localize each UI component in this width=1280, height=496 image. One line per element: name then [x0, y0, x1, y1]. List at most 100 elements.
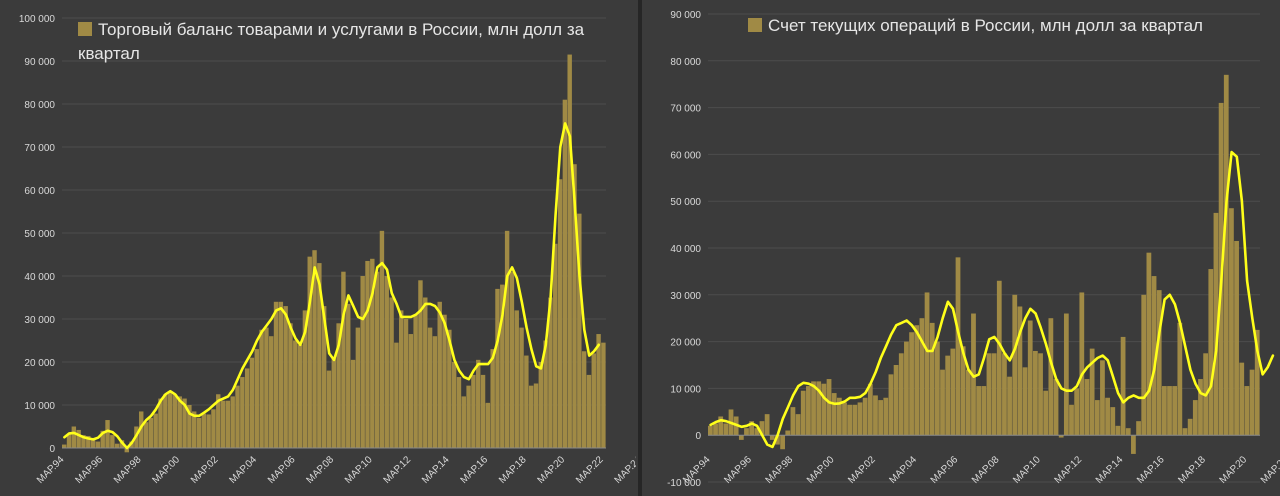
bar	[744, 428, 749, 436]
bar	[1141, 294, 1147, 436]
bar	[283, 306, 288, 448]
bar	[893, 365, 899, 436]
x-tick-label: МАР.20	[1218, 454, 1250, 486]
y-tick-label: 20 000	[670, 338, 701, 349]
bar	[374, 271, 380, 448]
y-tick-label: 10 000	[24, 401, 55, 412]
bar	[1002, 353, 1007, 436]
bar	[495, 288, 500, 448]
bar	[350, 359, 356, 448]
chart-panel-current-account: -10 000 0 10 000 20 000 30 000 40 000 50 000 60…	[644, 0, 1280, 496]
bar	[456, 377, 462, 448]
bar	[1125, 428, 1131, 436]
y-tick-label: 70 000	[670, 104, 701, 115]
bar	[206, 414, 211, 448]
bar	[1084, 379, 1090, 436]
bar	[991, 353, 997, 436]
bar	[471, 374, 476, 448]
bar	[114, 443, 120, 448]
bar	[1017, 306, 1023, 436]
bar	[437, 301, 442, 448]
bar	[1012, 294, 1018, 436]
bar	[317, 263, 322, 448]
bar	[143, 422, 149, 448]
bar	[581, 351, 587, 448]
bar	[408, 334, 414, 448]
bar	[1131, 435, 1136, 454]
bar	[1198, 379, 1203, 436]
bar	[476, 359, 481, 448]
legend-current-account: Счет текущих операций в России, млн долл…	[748, 14, 1268, 38]
x-tick-label: МАР.12	[382, 454, 414, 486]
bar	[1151, 276, 1157, 436]
bar	[567, 54, 572, 449]
y-tick-label: 0	[49, 444, 55, 455]
x-tick-label: МАР.06	[929, 454, 961, 486]
bar	[806, 386, 811, 436]
bar	[713, 423, 718, 436]
legend-label: Торговый баланс товарами и услугами в Ро…	[78, 20, 585, 63]
bar	[1182, 428, 1188, 436]
legend-swatch	[748, 18, 762, 32]
bar	[379, 230, 385, 448]
bar	[1074, 388, 1080, 436]
bar	[182, 398, 187, 448]
bar	[800, 390, 806, 436]
x-tick-label: МАР.18	[497, 454, 529, 486]
bar	[816, 381, 822, 436]
x-tick-label: МАР.04	[227, 454, 259, 486]
x-tick-label: МАР.10	[1011, 454, 1043, 486]
bar	[538, 362, 544, 448]
bar	[1161, 386, 1167, 436]
y-tick-label: 40 000	[24, 272, 55, 283]
bar	[955, 257, 961, 436]
panel-divider	[638, 0, 642, 496]
y-tick-label: 30 000	[24, 315, 55, 326]
bar	[867, 383, 873, 436]
bar	[888, 374, 894, 436]
bar	[577, 213, 582, 448]
chart-panel-trade-balance: 0 10 000 20 000 30 000 40 000 50 000 60 000 70 …	[0, 0, 636, 496]
bar	[191, 411, 197, 448]
bar	[976, 386, 982, 436]
bar	[524, 355, 529, 448]
bar	[100, 430, 105, 448]
bar	[519, 327, 524, 448]
bar	[1022, 367, 1028, 436]
x-tick-label: МАР.02	[846, 454, 878, 486]
bar	[857, 402, 863, 436]
bar	[940, 369, 945, 436]
bar	[749, 421, 755, 436]
bar	[1058, 435, 1064, 438]
bar	[1156, 290, 1162, 436]
bar	[293, 340, 298, 448]
bar	[601, 342, 606, 448]
bar	[1038, 353, 1043, 436]
bar	[480, 374, 486, 448]
bar	[945, 355, 951, 436]
bar	[986, 353, 992, 436]
bar	[432, 336, 438, 448]
bar	[1115, 425, 1121, 436]
bar	[71, 426, 77, 448]
x-tick-label: МАР.22	[1259, 454, 1280, 486]
bar	[1048, 318, 1054, 436]
bar	[461, 396, 466, 448]
bar	[1177, 322, 1183, 436]
x-tick-label: МАР.08	[970, 454, 1002, 486]
y-tick-label: 50 000	[24, 229, 55, 240]
x-tick-label: МАР.12	[1053, 454, 1085, 486]
bar	[591, 353, 596, 448]
bar	[307, 256, 312, 448]
moving-average-line	[709, 150, 1275, 449]
bar	[1033, 350, 1038, 436]
x-tick-label: МАР.96	[73, 454, 105, 486]
bar	[1249, 369, 1255, 436]
bar	[533, 383, 539, 448]
bar	[738, 435, 744, 440]
x-tick-label: МАР.16	[1135, 454, 1167, 486]
legend-label: Счет текущих операций в России, млн долл…	[768, 16, 1203, 35]
bar	[1229, 208, 1234, 436]
bar	[1027, 320, 1033, 436]
bar	[394, 342, 399, 448]
